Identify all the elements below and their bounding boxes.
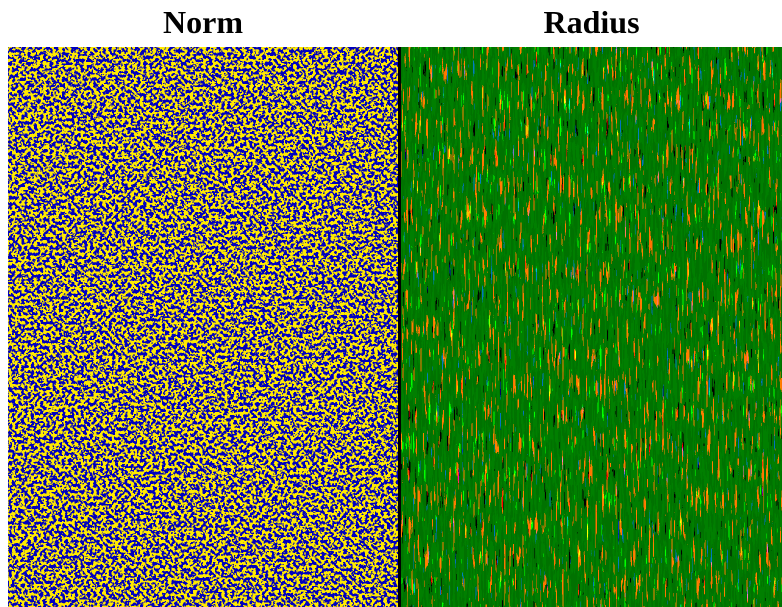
page: Norm Radius (() => { const data = JSON.p… xyxy=(0,0,782,607)
norm-noise xyxy=(8,47,398,607)
panels xyxy=(0,0,782,607)
divider xyxy=(398,47,401,607)
radius-noise xyxy=(401,47,782,607)
